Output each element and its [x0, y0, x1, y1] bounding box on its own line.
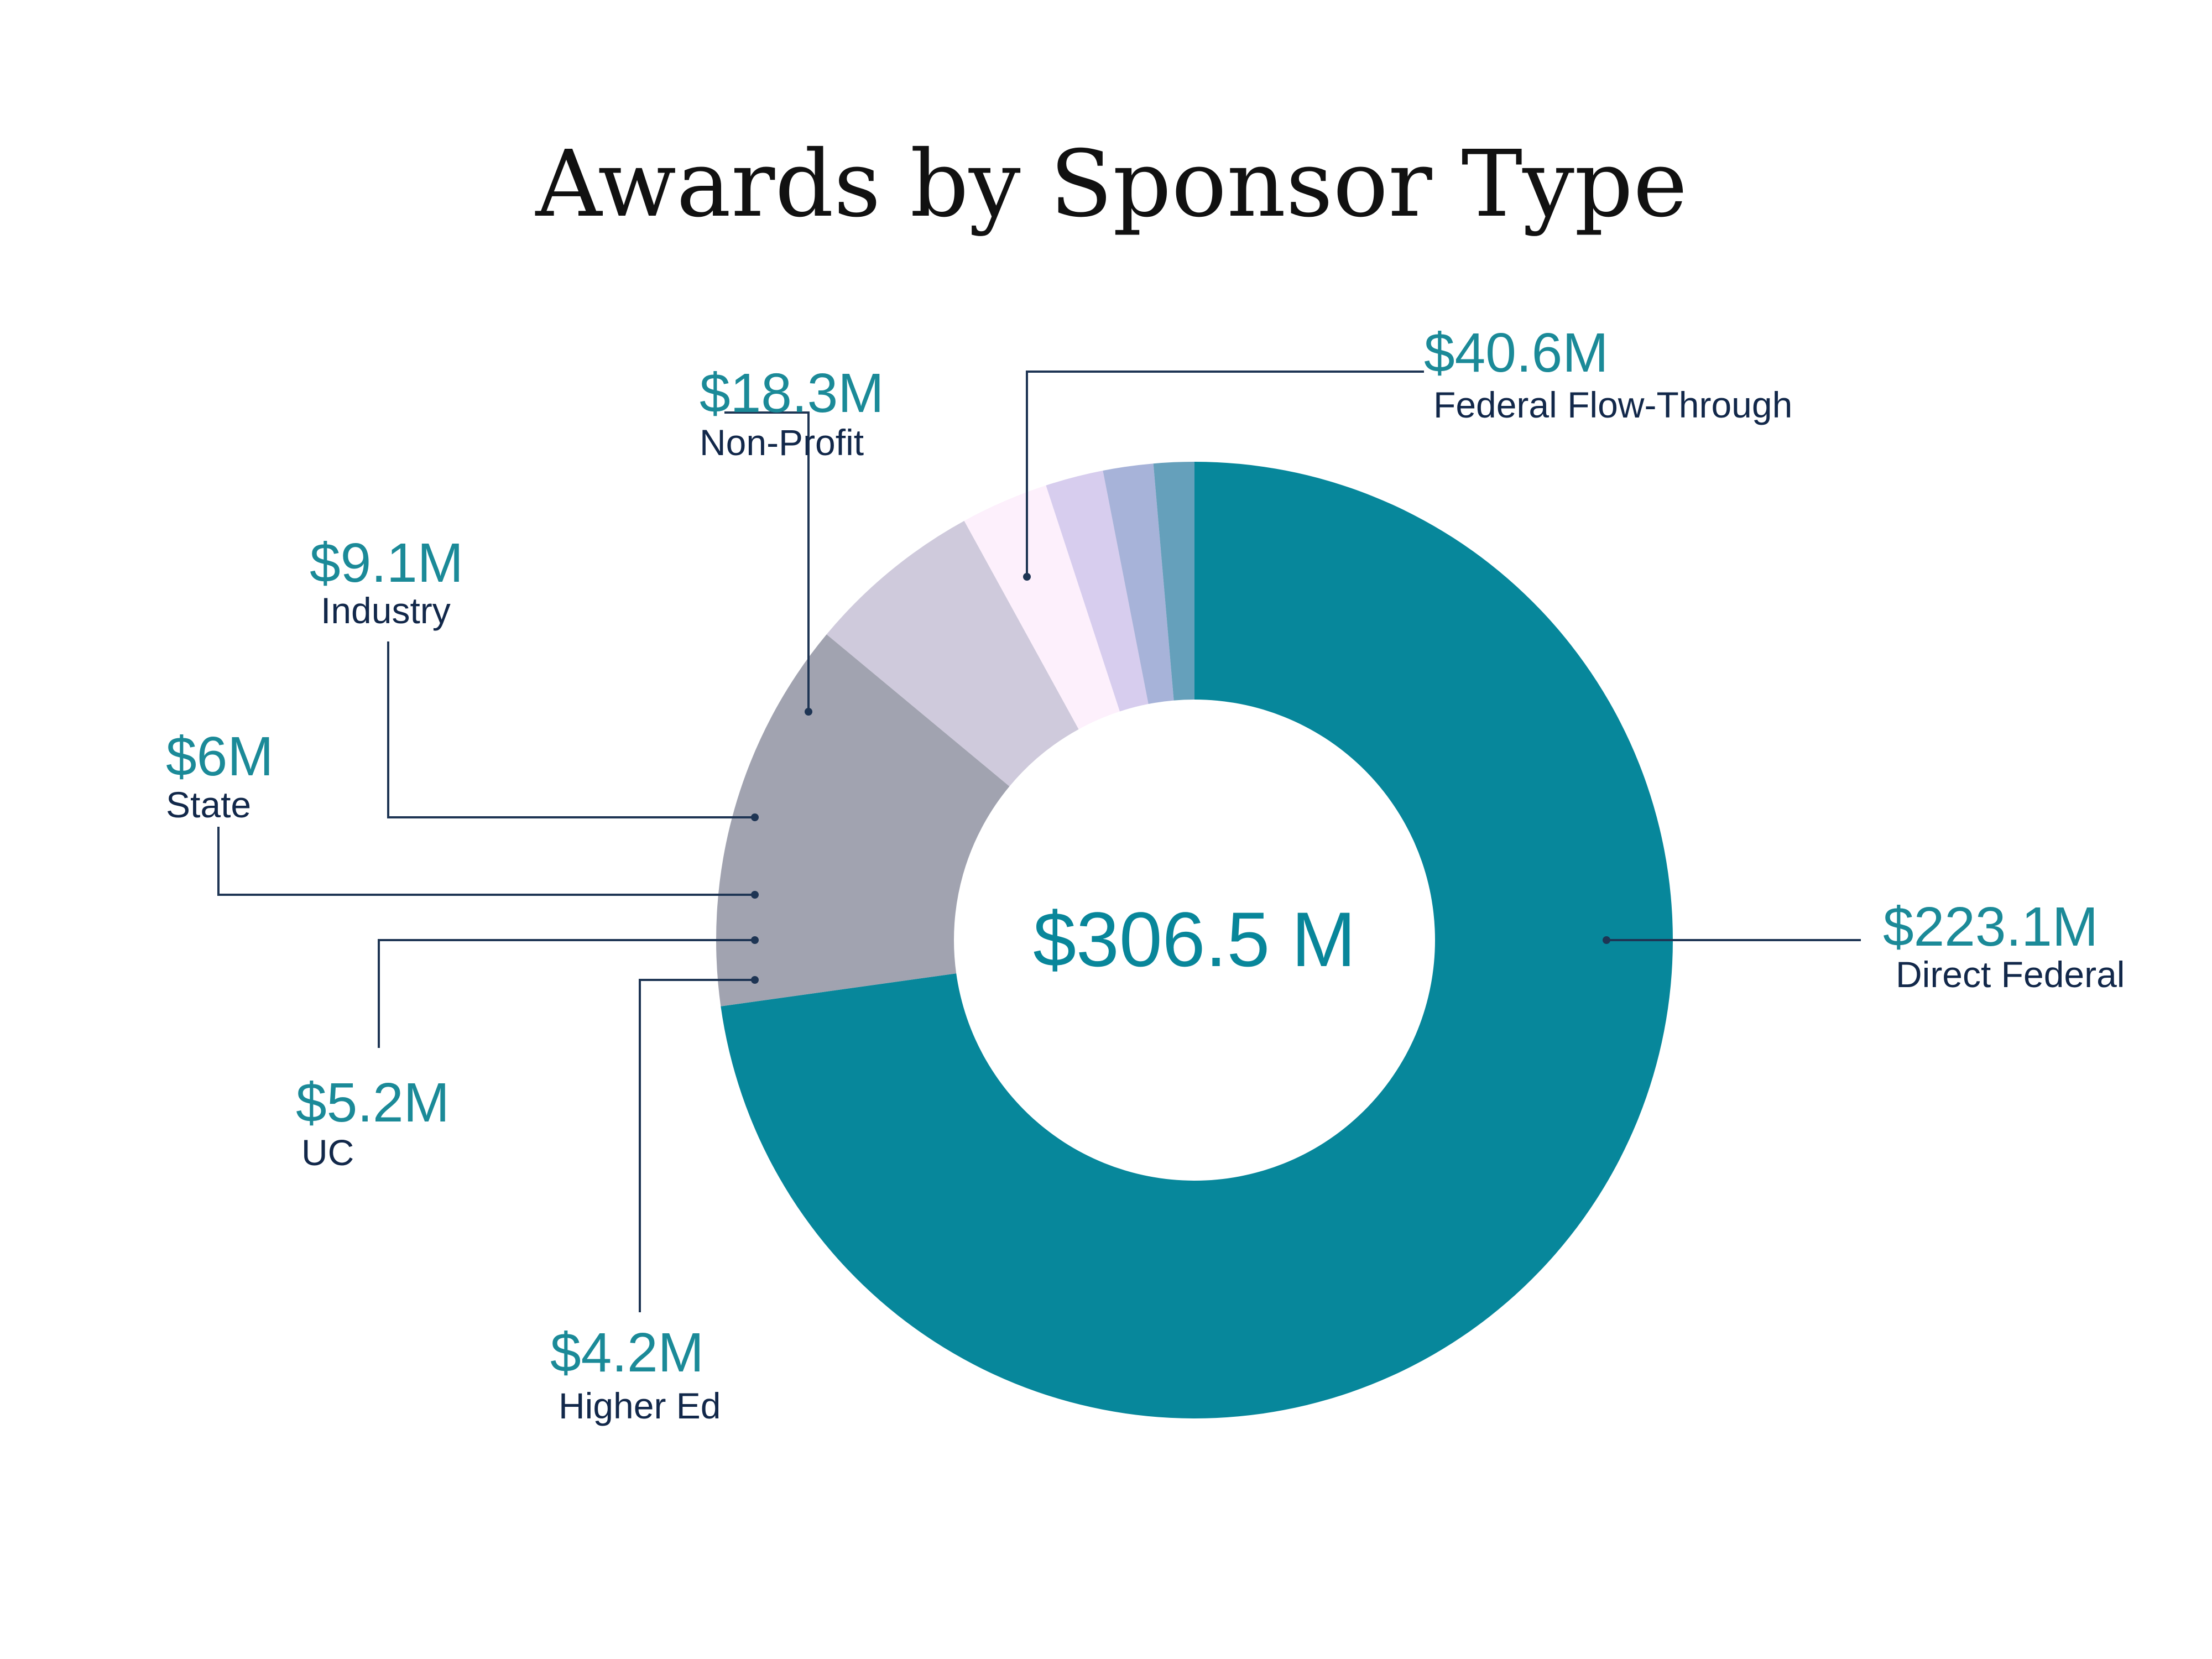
slice-non-profit [826, 520, 1079, 786]
leader-dot-uc [751, 936, 759, 944]
chart-title: Awards by Sponsor Type [535, 131, 1688, 238]
category-label-direct-federal: Direct Federal [1896, 954, 2125, 995]
slice-higher-ed [1153, 462, 1194, 701]
leader-line-federal-flow-through [1026, 371, 1424, 577]
leader-line-non-profit [724, 411, 810, 712]
leader-line-state [217, 827, 755, 896]
donut-slices [716, 462, 1673, 1418]
leader-line-uc [378, 939, 755, 1048]
leader-dot-direct-federal [1603, 936, 1610, 944]
slice-industry [964, 485, 1120, 729]
slice-uc [1103, 463, 1174, 705]
value-label-state: $6M [166, 726, 274, 787]
slice-federal-flow-through [716, 634, 1010, 1006]
leader-dot-non-profit [805, 708, 812, 716]
category-label-higher-ed: Higher Ed [559, 1385, 721, 1426]
category-label-industry: Industry [321, 590, 451, 631]
slice-direct-federal [721, 462, 1673, 1418]
value-label-federal-flow-through: $40.6M [1424, 322, 1609, 384]
center-total-label: $306.5 M [1033, 896, 1356, 983]
leader-line-industry [387, 641, 755, 818]
value-label-direct-federal: $223.1M [1883, 896, 2098, 958]
value-label-non-profit: $18.3M [700, 362, 884, 424]
leader-dot-higher-ed [751, 976, 759, 984]
leader-dot-industry [751, 813, 759, 821]
value-label-higher-ed: $4.2M [550, 1322, 704, 1384]
category-label-state: State [166, 784, 251, 825]
value-label-industry: $9.1M [310, 532, 463, 594]
leader-lines [217, 371, 1861, 1312]
category-label-federal-flow-through: Federal Flow-Through [1433, 384, 1792, 425]
leader-line-higher-ed [639, 979, 755, 1312]
value-label-uc: $5.2M [296, 1072, 450, 1134]
leader-dot-state [751, 891, 759, 899]
slice-state [1046, 471, 1149, 712]
category-label-uc: UC [301, 1132, 354, 1173]
leader-dot-federal-flow-through [1023, 573, 1031, 581]
category-label-non-profit: Non-Profit [700, 422, 864, 463]
